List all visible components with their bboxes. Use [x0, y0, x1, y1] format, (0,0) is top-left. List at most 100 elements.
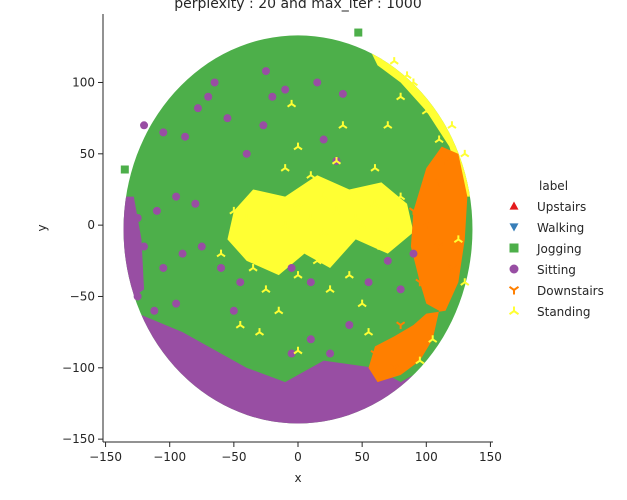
sitting-legend-marker [509, 264, 519, 274]
standing-point [312, 256, 322, 265]
legend-item-jogging: Jogging [509, 242, 582, 256]
standing-point [396, 192, 406, 201]
sitting-point [326, 349, 335, 358]
standing-point [363, 328, 374, 336]
y-ticks: −150 −100 −50 0 50 100 [62, 75, 103, 446]
sitting-point [172, 192, 181, 201]
standing-point [389, 57, 399, 65]
sitting-point [306, 335, 315, 344]
standing-point [344, 271, 354, 279]
standing-point [447, 121, 457, 129]
region-layer [123, 35, 473, 424]
sitting-point [152, 206, 161, 215]
legend-label: Upstairs [537, 200, 586, 214]
legend-item-downstairs: Downstairs [508, 284, 604, 298]
standing-point [460, 278, 470, 286]
standing-legend-marker [508, 306, 520, 315]
sitting-point [409, 249, 418, 258]
sitting-point [364, 278, 373, 287]
jogging-point [354, 28, 363, 37]
sitting-point [204, 92, 213, 101]
sitting-point [140, 121, 149, 130]
y-tick-label: −100 [62, 361, 95, 375]
y-axis-label: y [35, 224, 49, 231]
standing-point [331, 206, 342, 215]
standing-point [229, 206, 239, 215]
sitting-point [268, 92, 277, 101]
sitting-point [191, 199, 200, 208]
downstairs-point [415, 278, 425, 287]
x-tick-label: −150 [89, 450, 122, 464]
standing-point [370, 164, 380, 172]
standing-point [325, 285, 335, 293]
standing-point [306, 171, 316, 179]
sitting-point [193, 104, 202, 113]
standing-point [267, 206, 277, 215]
standing-point [383, 228, 393, 236]
standing-point [331, 156, 342, 165]
x-tick-label: 100 [415, 450, 438, 464]
points-layer [120, 28, 470, 372]
sitting-point [261, 67, 270, 76]
x-axis-label: x [294, 471, 301, 485]
x-tick-label: −50 [221, 450, 246, 464]
y-tick-label: 50 [80, 147, 95, 161]
standing-point [402, 71, 412, 79]
downstairs-point [408, 207, 419, 215]
legend-item-walking: Walking [509, 221, 584, 235]
sitting-point [150, 306, 159, 315]
legend-label: Jogging [536, 242, 582, 256]
standing-point [280, 164, 290, 172]
walking-legend-marker [509, 223, 519, 232]
sitting-point [133, 292, 142, 301]
downstairs-point [447, 264, 457, 272]
standing-point [248, 263, 258, 272]
sitting-point [259, 121, 268, 130]
sitting-point [242, 149, 251, 158]
sitting-point [181, 132, 190, 141]
x-tick-label: 0 [294, 450, 302, 464]
standing-point [319, 192, 329, 201]
y-tick-label: 100 [72, 75, 95, 89]
sitting-point [133, 214, 142, 223]
legend-item-standing: Standing [508, 305, 590, 319]
x-tick-label: 50 [355, 450, 370, 464]
standing-point [460, 149, 470, 158]
sitting-point [223, 114, 232, 123]
standing-point [254, 328, 265, 336]
standing-point [415, 356, 425, 365]
chart-title: perplexity : 20 and max_iter : 1000 [174, 0, 422, 12]
standing-point [242, 214, 252, 222]
legend-item-sitting: Sitting [509, 263, 576, 277]
standing-region-core [227, 175, 414, 276]
standing-point [351, 214, 361, 222]
standing-point [408, 78, 419, 87]
standing-point [287, 99, 297, 108]
standing-point [235, 321, 245, 329]
sitting-point [281, 85, 290, 94]
standing-point [453, 235, 463, 244]
standing-point [376, 242, 386, 251]
sitting-point [338, 89, 347, 98]
sitting-point [229, 306, 238, 315]
sitting-point [287, 263, 296, 272]
y-tick-label: 0 [87, 218, 95, 232]
legend-label: Standing [537, 305, 590, 319]
sitting-point [383, 256, 392, 265]
standing-point [293, 346, 303, 355]
standing-point [293, 142, 303, 151]
standing-point [280, 221, 290, 229]
standing-point [338, 121, 348, 129]
sitting-point [287, 349, 296, 358]
y-tick-label: −150 [62, 432, 95, 446]
sitting-point [319, 135, 328, 144]
downstairs-point [421, 221, 431, 230]
legend-label: Downstairs [537, 284, 604, 298]
downstairs-point [370, 349, 380, 358]
standing-point [274, 306, 284, 315]
downstairs-point [434, 242, 444, 251]
standing-point [319, 228, 329, 236]
downstairs-point [396, 321, 406, 330]
standing-point [216, 249, 226, 258]
